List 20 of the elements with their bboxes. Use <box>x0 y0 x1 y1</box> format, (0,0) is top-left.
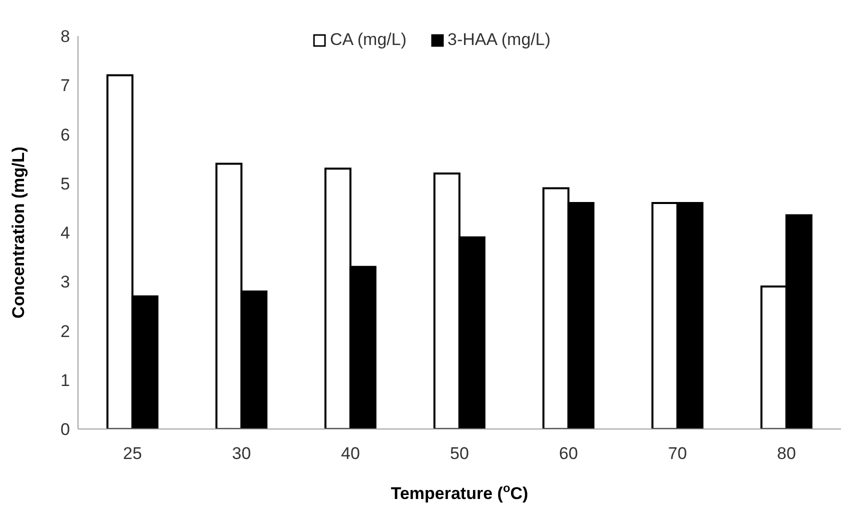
x-tick-label: 70 <box>668 444 687 464</box>
x-tick-label: 80 <box>777 444 796 464</box>
y-tick-label: 0 <box>60 420 70 440</box>
x-tick-label: 40 <box>341 444 360 464</box>
y-tick-label: 8 <box>60 27 70 46</box>
y-tick-label: 3 <box>60 272 70 292</box>
x-axis-title: Temperature ($^{o}$C) <box>390 481 528 503</box>
y-tick-label: 7 <box>60 76 70 96</box>
x-tick-label: 25 <box>123 444 142 464</box>
x-tick-label: 30 <box>232 444 251 464</box>
legend-label: 3-HAA (mg/L) <box>446 30 551 50</box>
y-tick-label: 2 <box>60 322 70 341</box>
legend-label: CA (mg/L) <box>329 30 407 50</box>
y-tick-label: 6 <box>60 125 70 144</box>
y-tick-label: 1 <box>60 370 70 390</box>
y-tick-label: 4 <box>60 224 70 243</box>
y-axis-title: Concentration (mg/L) <box>9 146 28 318</box>
x-tick-label: 60 <box>559 444 578 464</box>
x-tick-label: 50 <box>450 444 469 464</box>
y-tick-label: 5 <box>60 174 70 194</box>
